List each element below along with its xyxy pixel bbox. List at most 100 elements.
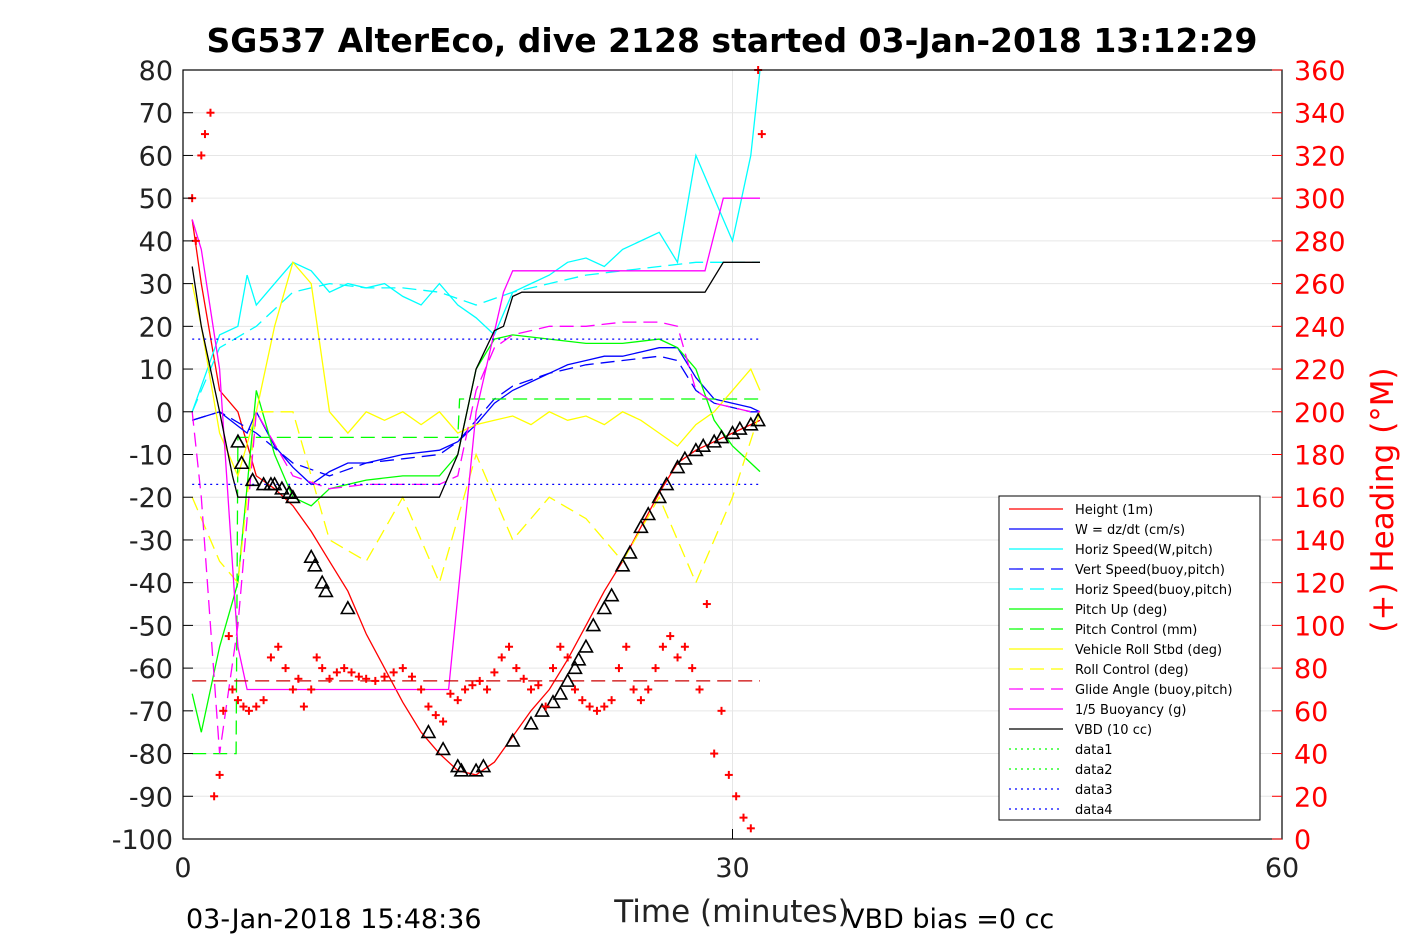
legend-entry: data3 (1009, 783, 1113, 798)
heading-point (389, 668, 398, 677)
y-right-tick-label: 60 (1294, 697, 1328, 728)
depth-marker (314, 574, 331, 589)
depth-marker (669, 459, 686, 474)
y-right-tick-label: 180 (1294, 441, 1346, 472)
heading-point (710, 749, 719, 758)
legend-label: VBD (10 cc) (1075, 723, 1152, 738)
depth-marker (724, 424, 741, 440)
depth-marker (578, 638, 594, 653)
legend-entry: W = dz/dt (cm/s) (1009, 523, 1185, 538)
depth-marker (274, 480, 290, 495)
legend-entry: data1 (1009, 743, 1113, 758)
heading-point (592, 706, 601, 715)
y-right-tick-label: 120 (1294, 569, 1346, 600)
y-tick-label: 0 (156, 398, 173, 429)
footer-vbd-bias: VBD bias =0 cc (846, 904, 1054, 935)
legend: Height (1m) W = dz/dt (cm/s) Horiz Speed(W… (998, 495, 1261, 821)
depth-marker (596, 600, 613, 615)
heading-point (556, 642, 565, 651)
heading-point (673, 653, 682, 662)
y-tick-label: 40 (139, 227, 173, 258)
legend-label: data1 (1075, 743, 1113, 758)
depth-marker (420, 724, 437, 739)
y-tick-label: 50 (139, 184, 173, 215)
y-tick-label: -40 (129, 569, 173, 600)
heading-point (644, 685, 653, 694)
y-tick-label: -30 (129, 526, 173, 557)
legend-label: Vehicle Roll Stbd (deg) (1075, 643, 1222, 658)
heading-point (340, 664, 349, 673)
heading-point (288, 685, 297, 694)
depth-marker (453, 762, 470, 777)
legend-entry: Vehicle Roll Stbd (deg) (1009, 643, 1222, 658)
legend-entry: Vert Speed(buoy,pitch) (1009, 563, 1225, 578)
heading-point (200, 130, 209, 139)
legend-label: Pitch Up (deg) (1075, 603, 1167, 618)
depth-marker (339, 600, 356, 615)
legend-label: Horiz Speed(buoy,pitch) (1075, 583, 1232, 598)
depth-marker (603, 587, 620, 602)
depth-marker (585, 617, 602, 632)
legend-entry: Horiz Speed(buoy,pitch) (1009, 583, 1232, 598)
heading-point (424, 702, 433, 711)
heading-point (239, 702, 248, 711)
legend-label: Pitch Control (mm) (1075, 623, 1197, 638)
heading-point (266, 653, 275, 662)
y-right-tick-label: 220 (1294, 355, 1346, 386)
legend-label: data2 (1075, 763, 1113, 778)
x-tick-label: 30 (715, 853, 749, 884)
heading-point (658, 642, 667, 651)
depth-marker (713, 429, 730, 444)
y-tick-label: 30 (139, 270, 173, 301)
depth-marker (750, 412, 767, 427)
x-axis-label: Time (minutes) (613, 894, 849, 930)
depth-marker (504, 732, 521, 747)
heading-point (233, 696, 242, 705)
depth-marker (622, 544, 638, 559)
depth-marker (475, 758, 492, 773)
depth-marker (552, 685, 569, 700)
legend-label: Height (1m) (1075, 503, 1153, 518)
heading-point (548, 664, 557, 673)
y-right-tick-label: 100 (1294, 611, 1346, 642)
legend-label: W = dz/dt (cm/s) (1075, 523, 1185, 538)
legend-entry: Horiz Speed(W,pitch) (1009, 543, 1213, 558)
depth-marker (303, 548, 320, 564)
y-right-tick-label: 300 (1294, 184, 1346, 215)
heading-point (614, 664, 623, 673)
series-vehicle-roll-stbd-deg (191, 260, 761, 478)
x-axis: 0 30 60 (174, 829, 1299, 884)
legend-label: Horiz Speed(W,pitch) (1075, 543, 1213, 558)
heading-point (244, 706, 253, 715)
heading-point (622, 642, 631, 651)
legend-label: data3 (1075, 783, 1113, 798)
heading-point (281, 664, 290, 673)
depth-marker (545, 694, 561, 709)
heading-point (527, 685, 536, 694)
y-right-tick-label: 200 (1294, 398, 1346, 429)
y-axis-right: 3603403203002802602402202001801601401201… (1272, 56, 1346, 856)
depth-marker (614, 557, 631, 572)
chart-title: SG537 AlterEco, dive 2128 started 03-Jan… (206, 21, 1257, 60)
heading-point (312, 653, 321, 662)
marker-layer (188, 66, 767, 833)
y-tick-label: -80 (129, 740, 173, 771)
depth-marker (233, 454, 250, 470)
depth-marker (570, 651, 587, 666)
heading-point (274, 642, 283, 651)
y-right-tick-label: 80 (1294, 654, 1328, 685)
legend-box (998, 495, 1261, 821)
y-right-tick-label: 280 (1294, 227, 1346, 258)
heading-point (757, 130, 766, 139)
y-tick-label: 80 (139, 56, 173, 87)
depth-marker (731, 420, 748, 435)
legend-entry: Glide Angle (buoy,pitch) (1009, 683, 1233, 698)
y-tick-label: 10 (139, 355, 173, 386)
series-horiz-speed-buoy-pitch (191, 261, 760, 413)
depth-marker (677, 450, 693, 465)
heading-point (407, 672, 416, 681)
depth-marker (468, 762, 484, 777)
depth-marker (695, 437, 712, 452)
heading-point (497, 653, 506, 662)
series-1-5-buoyancy-g (191, 197, 760, 691)
